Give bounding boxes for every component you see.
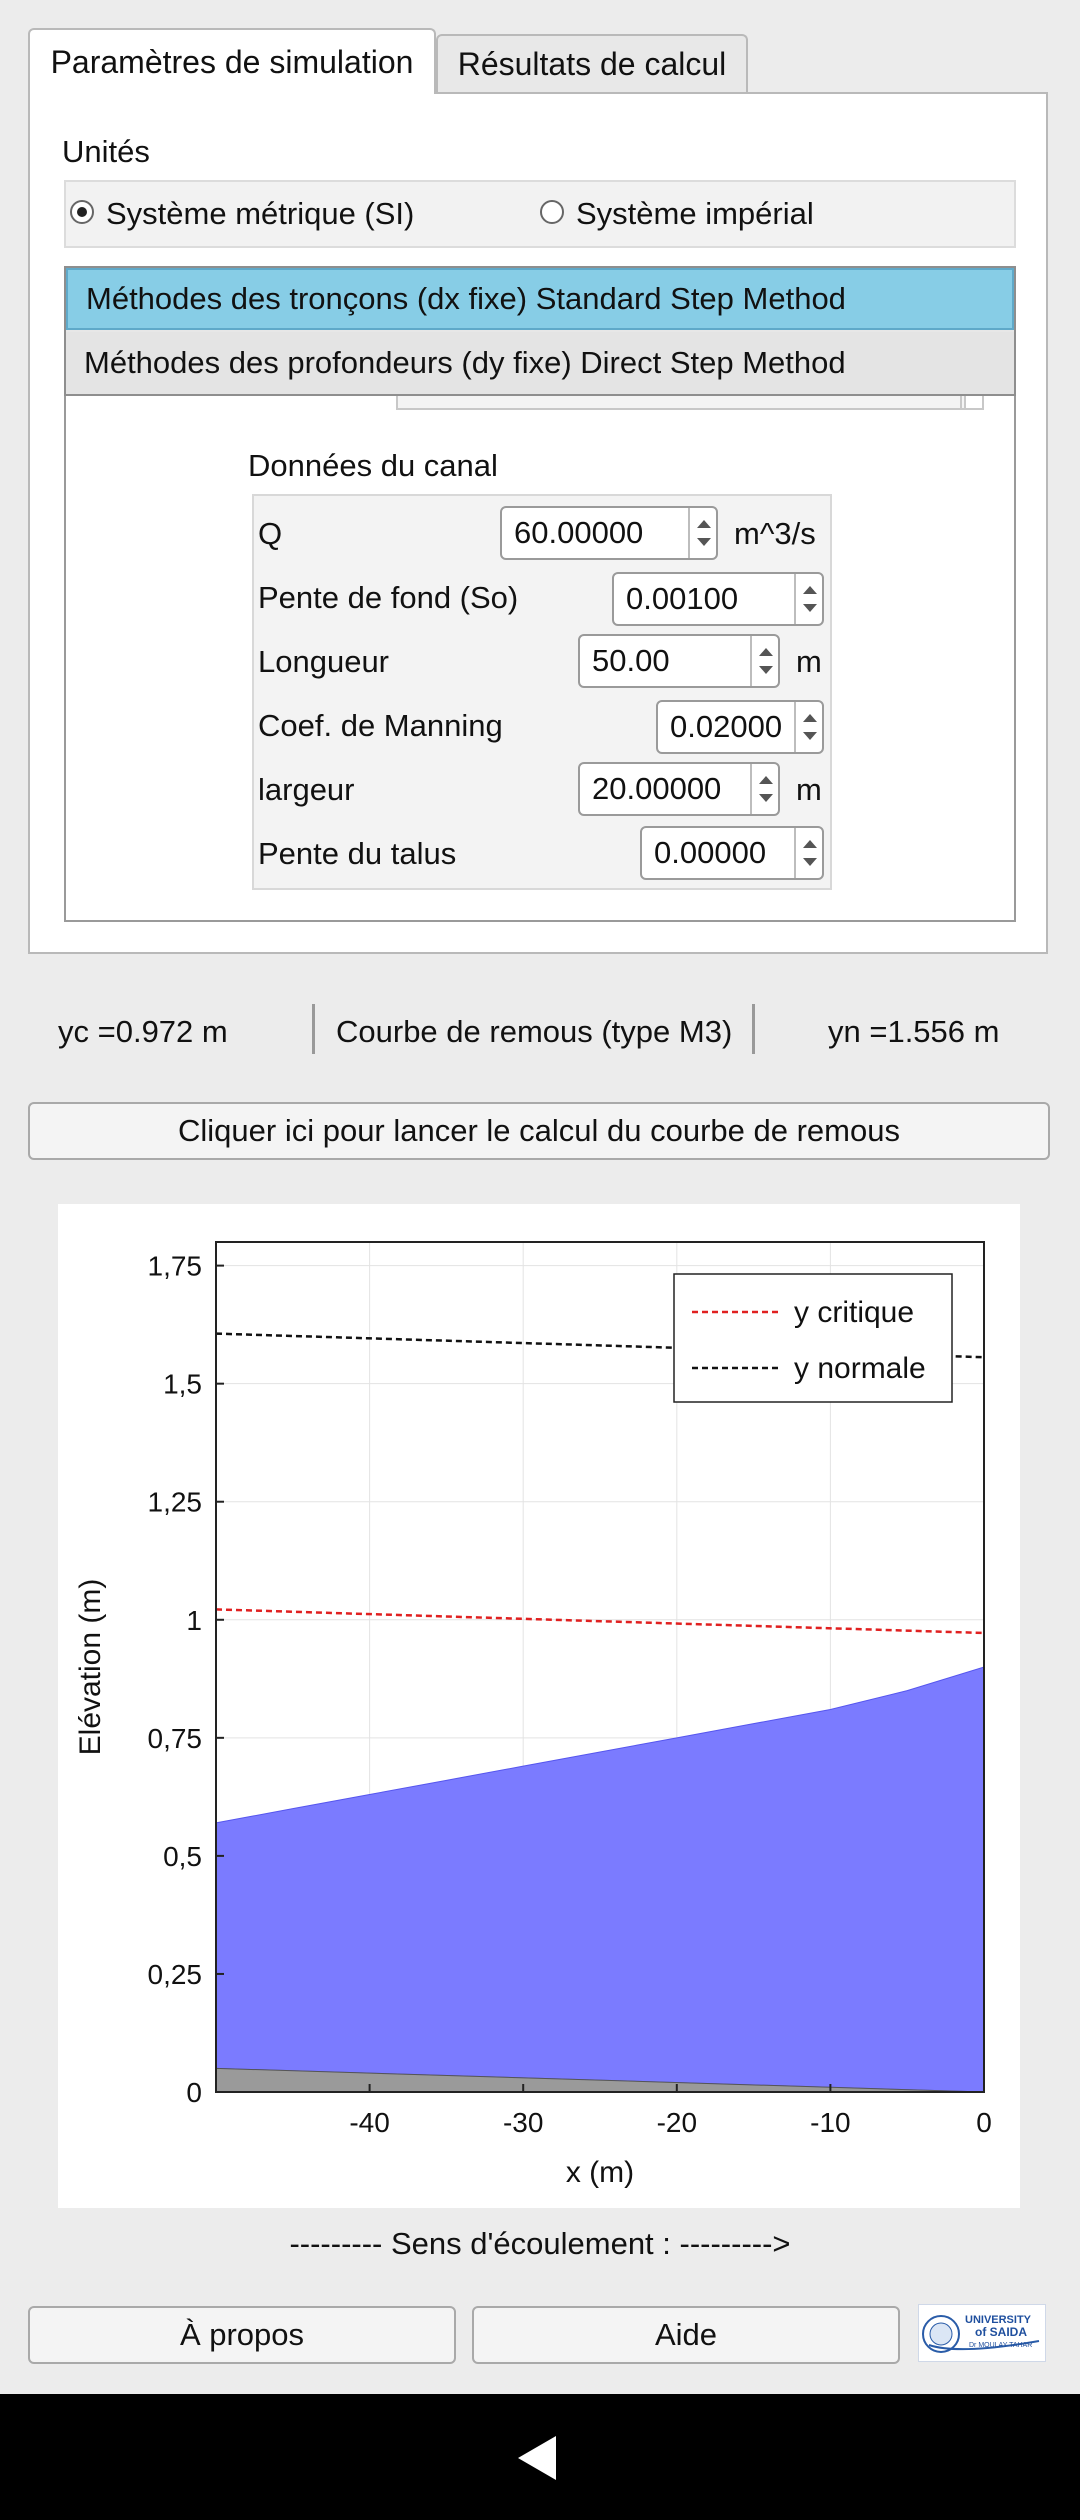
- x-tick-label: -20: [657, 2107, 697, 2138]
- y-tick-label: 0,25: [148, 1959, 203, 1990]
- run-calculation-label: Cliquer ici pour lancer le calcul du cou…: [178, 1113, 900, 1148]
- y-axis-label: Elévation (m): [74, 1579, 107, 1756]
- status-separator: [312, 1004, 315, 1054]
- about-label: À propos: [179, 2317, 305, 2352]
- curve-type: Courbe de remous (type M3): [336, 1014, 733, 1049]
- manning-spin-arrows[interactable]: [794, 702, 822, 752]
- university-logo[interactable]: UNIVERSITY of SAIDA Dr MOULAY TAHAR: [918, 2304, 1046, 2362]
- canal-data-group: [252, 494, 832, 890]
- radio-imperial-label[interactable]: Système impérial: [576, 196, 814, 231]
- q-spin-arrows[interactable]: [688, 508, 716, 558]
- spin-down-icon[interactable]: [803, 858, 817, 866]
- width-spinbox[interactable]: 20.00000: [578, 762, 780, 816]
- y-tick-label: 1,5: [163, 1369, 202, 1400]
- y-tick-label: 0,75: [148, 1723, 203, 1754]
- slope-spin-arrows[interactable]: [794, 574, 822, 624]
- side-slope-spin-arrows[interactable]: [794, 828, 822, 878]
- length-spin-arrows[interactable]: [750, 636, 778, 686]
- q-value: 60.00000: [514, 515, 644, 550]
- spin-down-icon[interactable]: [697, 538, 711, 546]
- tab-simulation-label: Paramètres de simulation: [50, 43, 414, 80]
- slope-value: 0.00100: [626, 581, 739, 616]
- back-icon[interactable]: [518, 2436, 556, 2480]
- logo-line-3: Dr MOULAY TAHAR: [969, 2342, 1032, 2349]
- water-surface-area: [215, 1666, 985, 2093]
- q-unit: m^3/s: [734, 516, 816, 551]
- canal-title: Données du canal: [248, 448, 498, 483]
- help-button[interactable]: Aide: [472, 2306, 900, 2364]
- about-button[interactable]: À propos: [28, 2306, 456, 2364]
- yn-value: yn =1.556 m: [828, 1014, 1000, 1049]
- length-label: Longueur: [258, 644, 390, 679]
- y-tick-label: 0: [186, 2077, 202, 2108]
- method-dropdown-list[interactable]: Méthodes des tronçons (dx fixe) Standard…: [64, 266, 1016, 396]
- q-spinbox[interactable]: 60.00000: [500, 506, 718, 560]
- legend-box: [673, 1273, 953, 1403]
- tab-results-label: Résultats de calcul: [457, 45, 727, 82]
- slope-spinbox[interactable]: 0.00100: [612, 572, 824, 626]
- spin-up-icon[interactable]: [697, 520, 711, 528]
- spin-up-icon[interactable]: [759, 648, 773, 656]
- method-option-standard-step-label: Méthodes des tronçons (dx fixe) Standard…: [86, 281, 846, 316]
- side-slope-label: Pente du talus: [258, 836, 457, 871]
- x-tick-label: 0: [976, 2107, 992, 2138]
- logo-line-1: UNIVERSITY: [965, 2314, 1032, 2326]
- side-slope-value: 0.00000: [654, 835, 767, 870]
- y-tick-label: 0,5: [163, 1841, 202, 1872]
- x-axis-label: x (m): [566, 2156, 634, 2189]
- flow-direction: --------- Sens d'écoulement : --------->: [289, 2226, 791, 2261]
- q-label: Q: [258, 516, 283, 551]
- y-tick-label: 1,25: [148, 1487, 203, 1518]
- tab-simulation-params[interactable]: Paramètres de simulation: [28, 28, 436, 94]
- spin-down-icon[interactable]: [759, 666, 773, 674]
- width-unit: m: [796, 772, 822, 807]
- critical-depth-line: [215, 1608, 985, 1635]
- y-tick-label: 1,75: [148, 1251, 203, 1282]
- manning-spinbox[interactable]: 0.02000: [656, 700, 824, 754]
- width-value: 20.00000: [592, 771, 722, 806]
- radio-metric-label[interactable]: Système métrique (SI): [106, 196, 415, 231]
- x-tick-label: -40: [349, 2107, 389, 2138]
- legend-label: y normale: [794, 1352, 926, 1385]
- tab-results[interactable]: Résultats de calcul: [436, 34, 748, 92]
- logo-line-2: of SAIDA: [975, 2325, 1027, 2339]
- university-logo-icon: UNIVERSITY of SAIDA Dr MOULAY TAHAR: [922, 2314, 1040, 2353]
- units-title: Unités: [62, 134, 150, 169]
- manning-label: Coef. de Manning: [258, 708, 503, 743]
- spin-down-icon[interactable]: [803, 732, 817, 740]
- yc-value: yc =0.972 m: [58, 1014, 228, 1049]
- backwater-chart: -40 -30 -20 -10 0 0 0,25 0,5 0,75 1 1,25 1,5 1,75 x (…: [74, 1241, 992, 2189]
- length-spinbox[interactable]: 50.00: [578, 634, 780, 688]
- method-option-direct-step-label: Méthodes des profondeurs (dy fixe) Direc…: [84, 345, 846, 380]
- help-label: Aide: [654, 2317, 718, 2352]
- status-separator: [752, 1004, 755, 1054]
- method-option-standard-step[interactable]: Méthodes des tronçons (dx fixe) Standard…: [66, 268, 1014, 330]
- side-slope-spinbox[interactable]: 0.00000: [640, 826, 824, 880]
- run-calculation-button[interactable]: Cliquer ici pour lancer le calcul du cou…: [28, 1102, 1050, 1160]
- x-tick-label: -10: [810, 2107, 850, 2138]
- spin-up-icon[interactable]: [803, 714, 817, 722]
- x-tick-label: -30: [503, 2107, 543, 2138]
- spin-up-icon[interactable]: [803, 840, 817, 848]
- radio-imperial[interactable]: [540, 200, 564, 224]
- y-tick-label: 1: [186, 1605, 202, 1636]
- chart-panel: -40 -30 -20 -10 0 0 0,25 0,5 0,75 1 1,25 1,5 1,75 x (…: [58, 1204, 1020, 2208]
- manning-value: 0.02000: [670, 709, 783, 744]
- plot-frame: [215, 1241, 985, 2093]
- radio-metric[interactable]: [70, 200, 94, 224]
- spin-up-icon[interactable]: [803, 586, 817, 594]
- legend-label: y critique: [794, 1296, 914, 1329]
- length-value: 50.00: [592, 643, 670, 678]
- slope-label: Pente de fond (So): [258, 580, 519, 615]
- width-label: largeur: [258, 772, 355, 807]
- length-unit: m: [796, 644, 822, 679]
- spin-down-icon[interactable]: [803, 604, 817, 612]
- width-spin-arrows[interactable]: [750, 764, 778, 814]
- spin-up-icon[interactable]: [759, 776, 773, 784]
- spin-down-icon[interactable]: [759, 794, 773, 802]
- method-option-direct-step[interactable]: Méthodes des profondeurs (dy fixe) Direc…: [66, 332, 1014, 394]
